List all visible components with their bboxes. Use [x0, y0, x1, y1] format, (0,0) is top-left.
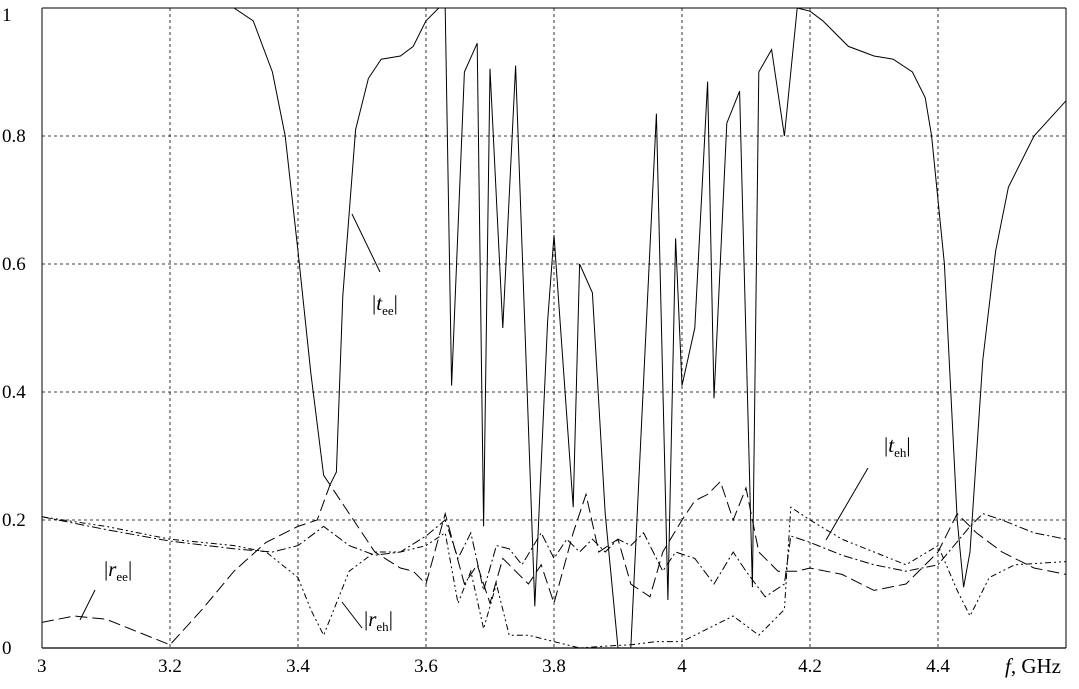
label-t-ee: |tee| — [351, 213, 398, 318]
grid — [42, 8, 1066, 648]
x-axis-label: f, GHz — [1005, 654, 1061, 678]
y-tick-label: 0.6 — [2, 254, 26, 275]
y-tick-label: 0 — [2, 638, 12, 659]
y-tick-label: 0.4 — [2, 382, 26, 403]
x-tick-label: 4.4 — [926, 656, 950, 677]
series-line-t-ee — [42, 8, 1066, 648]
y-tick-label: 0.2 — [2, 510, 26, 531]
x-tick-label: 4.2 — [798, 656, 822, 677]
svg-text:|ree|: |ree| — [104, 557, 132, 584]
x-tick-label: 3 — [37, 656, 47, 677]
label-r-eh: |reh| — [341, 601, 393, 634]
svg-text:|tee|: |tee| — [372, 291, 398, 318]
x-tick-label: 4 — [677, 656, 687, 677]
series-group — [42, 8, 1066, 648]
label-t-eh: |teh| — [825, 433, 911, 541]
y-tick-label: 1 — [2, 5, 12, 26]
x-tick-label: 3.6 — [414, 656, 438, 677]
svg-text:|teh|: |teh| — [884, 433, 911, 460]
svg-text:|reh|: |reh| — [364, 607, 393, 634]
series-line-r-ee — [42, 480, 1066, 646]
x-tick-label: 3.8 — [542, 656, 566, 677]
x-tick-label: 3.2 — [158, 656, 182, 677]
tick-labels: 3 3.2 3.4 3.6 3.8 4 4.2 4.4 0 0.2 0.4 0.6 0.8 1 — [2, 5, 950, 677]
x-tick-label: 3.4 — [286, 656, 310, 677]
label-r-ee: |ree| — [79, 557, 132, 621]
y-tick-label: 0.8 — [2, 126, 26, 147]
